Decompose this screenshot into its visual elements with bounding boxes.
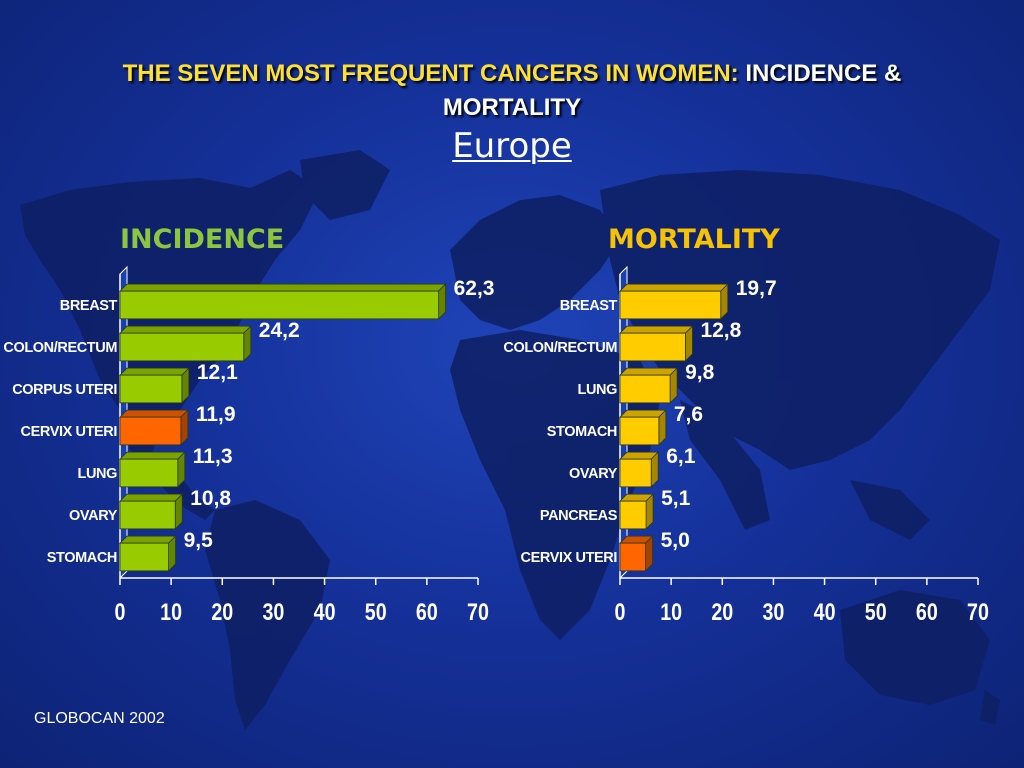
data-label: 5,0 [661,529,690,552]
source-note: GLOBOCAN 2002 [34,710,165,727]
bar [119,332,245,362]
slide-subtitle: Europe [0,126,1024,166]
incidence-chart-title: INCIDENCE [120,224,285,255]
bar [119,458,179,488]
category-label: PANCREAS [540,508,618,524]
category-label: CERVIX UTERI [21,424,118,440]
bar [119,500,176,530]
bar [119,416,182,446]
slide-title-line2: MORTALITY [442,94,582,121]
bar [119,542,169,572]
slide-title-highlight: THE SEVEN MOST FREQUENT CANCERS IN WOMEN… [122,60,739,87]
bar-top-face [619,367,679,376]
bar [619,332,686,362]
slide-subtitle-text: Europe [452,126,572,166]
x-tick-label: 30 [262,598,284,625]
bar [619,374,671,404]
data-label: 9,8 [685,361,715,384]
bar [619,416,660,446]
category-label: CERVIX UTERI [521,550,618,566]
bar [619,542,646,572]
bar [119,374,183,404]
x-tick-label: 50 [865,598,887,625]
bar [619,290,722,320]
data-label: 9,5 [184,529,214,552]
category-label: STOMACH [47,550,117,566]
category-label: CORPUS UTERI [12,382,117,398]
bar-top-face [619,283,729,292]
slide-title: THE SEVEN MOST FREQUENT CANCERS IN WOMEN… [0,60,1024,88]
x-tick-label: 70 [967,598,989,625]
data-label: 11,3 [193,445,233,468]
category-label: LUNG [578,382,618,398]
bar-top-face [619,409,667,418]
data-label: 5,1 [661,487,691,510]
category-label: BREAST [60,298,118,314]
data-label: 10,8 [190,487,231,510]
x-tick-label: 10 [660,598,682,625]
data-label: 11,9 [196,403,236,426]
category-label: OVARY [69,508,118,524]
category-label: STOMACH [547,424,617,440]
x-tick-label: 50 [365,598,387,625]
x-tick-label: 30 [762,598,784,625]
bar [119,290,440,320]
bar-top-face [619,325,694,334]
data-label: 12,8 [700,319,741,342]
data-label: 12,1 [197,361,238,384]
slide-title-rest: INCIDENCE & [745,60,902,87]
data-label: 24,2 [259,319,300,342]
bar [619,458,652,488]
x-tick-label: 20 [211,598,233,625]
bar [619,500,647,530]
x-tick-label: 70 [467,598,489,625]
data-label: 62,3 [454,277,495,300]
x-tick-label: 10 [160,598,182,625]
data-label: 6,1 [666,445,696,468]
x-tick-label: 60 [416,598,438,625]
category-label: LUNG [78,466,118,482]
category-label: OVARY [569,466,618,482]
category-label: COLON/RECTUM [3,340,117,356]
x-tick-label: 0 [115,598,126,625]
x-tick-label: 40 [314,598,336,625]
category-label: COLON/RECTUM [503,340,617,356]
x-tick-label: 0 [615,598,626,625]
mortality-chart-title: MORTALITY [608,224,780,255]
category-label: BREAST [560,298,618,314]
x-tick-label: 20 [711,598,733,625]
data-label: 19,7 [736,277,777,300]
data-label: 7,6 [674,403,703,426]
x-tick-label: 40 [814,598,836,625]
x-tick-label: 60 [916,598,938,625]
